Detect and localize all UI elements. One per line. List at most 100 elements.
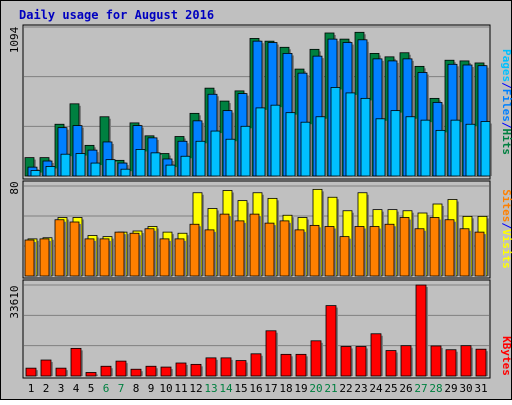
bar-pages-day-26 [405,116,416,177]
x-label-day-7: 7 [118,382,125,395]
x-label-day-22: 22 [339,382,352,395]
x-label-day-23: 23 [354,382,367,395]
bars-layer [24,31,492,377]
bar-kbytes-day-2 [40,359,52,377]
bar-kbytes-day-21 [325,305,337,377]
x-label-day-5: 5 [88,382,95,395]
bar-sites-day-12 [189,223,200,277]
x-label-day-11: 11 [174,382,187,395]
x-label-day-9: 9 [148,382,155,395]
bar-sites-day-7 [114,231,125,277]
bar-sites-day-24 [369,226,380,277]
bar-kbytes-day-15 [235,360,247,377]
hits-ymax-label: 1094 [8,26,21,53]
bar-sites-day-28 [429,217,440,277]
bar-sites-day-29 [444,219,455,277]
bar-pages-day-14 [225,138,236,177]
bar-kbytes-day-24 [370,333,382,377]
bar-kbytes-day-5 [85,372,97,377]
x-label-day-17: 17 [264,382,277,395]
hits-panel-legend: Pages/Files/Hits [500,49,512,155]
bar-kbytes-day-29 [445,349,457,377]
bar-sites-day-1 [24,239,35,277]
bar-sites-day-19 [294,229,305,277]
bar-pages-day-28 [435,129,446,177]
bar-pages-day-2 [45,166,56,177]
bar-pages-day-24 [375,118,386,177]
legend-sites: Sites [500,189,512,222]
bar-kbytes-day-3 [55,367,67,377]
bar-pages-day-27 [420,119,431,177]
bar-pages-day-16 [255,107,266,177]
chart-title: Daily usage for August 2016 [19,8,214,22]
x-label-day-8: 8 [133,382,140,395]
legend-sep-1: / [500,82,512,89]
bar-kbytes-day-28 [430,345,442,377]
bar-kbytes-day-1 [25,367,37,377]
x-label-day-10: 10 [159,382,172,395]
x-axis-day-labels: 1 2 3 4 5 6 7 8 9 10 11 12 13 14 15 16 17 18 19 20 21 22 23 24 2… [28,382,488,395]
bar-sites-day-16 [249,213,260,277]
bar-kbytes-day-6 [100,365,112,377]
bar-kbytes-day-12 [190,363,202,377]
x-label-day-19: 19 [294,382,307,395]
bar-sites-day-13 [204,229,215,277]
bar-sites-day-22 [339,236,350,277]
bar-sites-day-30 [459,228,470,277]
bar-kbytes-day-4 [70,347,82,377]
legend-hits: Hits [500,129,512,156]
x-label-day-30: 30 [459,382,472,395]
kbytes-panel-legend: KBytes [500,336,512,376]
bar-sites-day-3 [54,219,65,277]
legend-files: Files [500,89,512,122]
x-label-day-15: 15 [234,382,247,395]
x-label-day-1: 1 [28,382,35,395]
bar-kbytes-day-7 [115,360,127,377]
bar-pages-day-22 [345,92,356,177]
bar-pages-day-5 [90,162,101,177]
bar-pages-day-4 [75,153,86,177]
x-label-day-6: 6 [103,382,110,395]
bar-kbytes-day-22 [340,346,352,377]
x-label-day-31: 31 [474,382,487,395]
bar-pages-day-3 [60,153,71,177]
x-label-day-18: 18 [279,382,292,395]
sites-panel-legend: Sites/Visits [500,189,512,269]
bar-sites-day-18 [279,220,290,277]
bar-pages-day-13 [210,130,221,177]
bar-pages-day-12 [195,140,206,177]
bar-kbytes-day-30 [460,345,472,377]
bar-pages-day-15 [240,125,251,177]
bar-sites-day-26 [399,217,410,277]
x-label-day-24: 24 [369,382,383,395]
bar-pages-day-10 [165,164,176,177]
bar-pages-day-7 [120,168,131,177]
legend-kbytes: KBytes [500,336,512,376]
bar-pages-day-31 [480,121,491,177]
bar-pages-day-9 [150,152,161,177]
bar-pages-day-19 [300,121,311,177]
bar-pages-day-1 [30,170,41,177]
bar-pages-day-11 [180,155,191,177]
x-label-day-26: 26 [399,382,412,395]
bar-kbytes-day-16 [250,353,262,377]
x-label-day-28: 28 [429,382,442,395]
bar-sites-day-20 [309,224,320,277]
legend-sep-2: / [500,122,512,129]
bar-sites-day-14 [219,213,230,277]
bar-sites-day-21 [324,226,335,277]
bar-kbytes-day-13 [205,357,217,377]
bar-kbytes-day-19 [295,353,307,377]
bar-sites-day-10 [159,238,170,277]
bar-pages-day-30 [465,123,476,177]
bar-kbytes-day-17 [265,330,277,377]
bar-pages-day-25 [390,110,401,177]
bar-sites-day-27 [414,228,425,277]
x-label-day-16: 16 [249,382,262,395]
x-label-day-27: 27 [414,382,427,395]
bar-sites-day-11 [174,238,185,277]
x-label-day-13: 13 [204,382,217,395]
bar-sites-day-15 [234,220,245,277]
